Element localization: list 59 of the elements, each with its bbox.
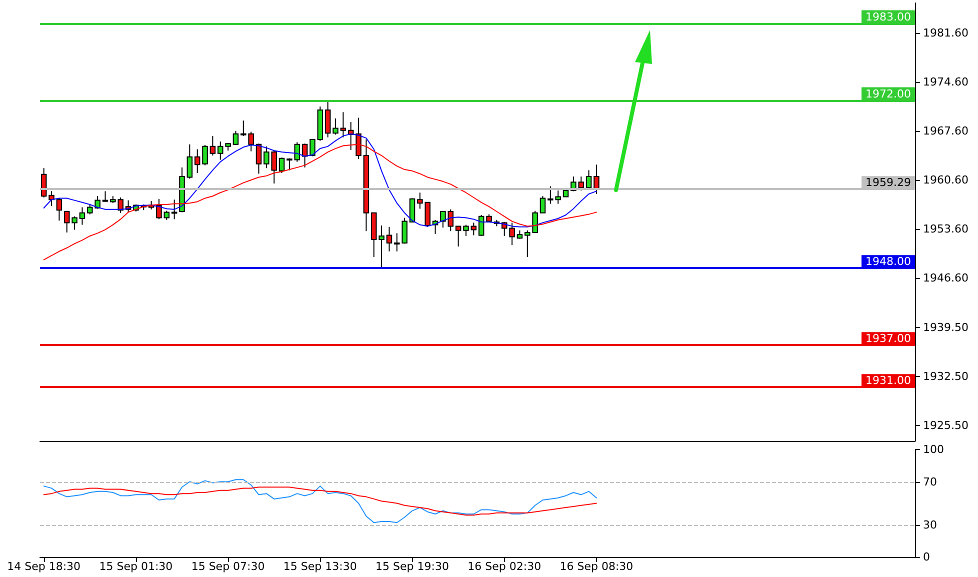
ref-line-label: 1937.00	[866, 332, 911, 346]
candlestick	[56, 198, 62, 222]
candlestick	[194, 148, 200, 174]
candlestick	[332, 118, 338, 136]
candlestick	[463, 224, 469, 236]
x-tick-label: 15 Sep 01:30	[99, 560, 173, 573]
candlestick	[79, 206, 86, 226]
candlestick	[409, 198, 416, 222]
y-tick-label: 70	[923, 475, 937, 488]
candlestick	[586, 170, 592, 189]
candlestick	[470, 222, 477, 236]
candlestick	[72, 216, 78, 230]
candlestick	[540, 196, 546, 214]
candlestick	[156, 198, 162, 220]
candlestick	[48, 190, 54, 206]
candlestick	[278, 157, 285, 174]
y-tick-label: 1981.60	[923, 26, 968, 40]
candlestick	[594, 164, 600, 195]
line-series	[43, 479, 597, 524]
x-tick-label: 16 Sep 08:30	[560, 560, 634, 573]
y-tick-label: 1925.50	[923, 419, 968, 432]
y-tick-label: 1946.60	[923, 271, 968, 284]
candlestick	[186, 144, 193, 180]
candlestick	[324, 101, 331, 138]
candlestick	[210, 135, 216, 156]
candlestick	[102, 190, 108, 202]
x-tick-label: 15 Sep 07:30	[191, 560, 265, 573]
y-tick-label: 1953.60	[923, 222, 968, 236]
ref-line-label: 1972.00	[866, 87, 911, 100]
candlestick	[386, 226, 392, 252]
candlestick	[64, 210, 70, 233]
candlestick	[455, 226, 462, 247]
ref-line-label: 1931.00	[866, 374, 911, 388]
candlestick	[478, 214, 484, 236]
y-tick-label: 0	[923, 550, 930, 564]
ref-line-label: 1959.29	[866, 176, 911, 190]
candlestick	[440, 211, 446, 228]
y-tick-label: 1967.60	[923, 124, 968, 138]
candlestick	[356, 117, 362, 160]
x-tick-label: 15 Sep 19:30	[376, 560, 449, 573]
candlestick	[202, 144, 208, 166]
x-tick-label: 15 Sep 13:30	[283, 560, 357, 573]
ref-line-label: 1948.00	[866, 255, 911, 268]
candlestick	[171, 199, 178, 220]
candlestick	[256, 143, 262, 174]
ref-line-label: 1983.00	[866, 10, 911, 24]
y-tick-label: 1960.60	[923, 174, 968, 187]
y-tick-label: 100	[923, 443, 944, 456]
line-series	[43, 486, 597, 516]
x-tick-label: 16 Sep 02:30	[468, 560, 542, 573]
candlestick	[509, 222, 515, 246]
candlestick	[232, 130, 239, 146]
candlestick	[164, 210, 170, 220]
y-tick-label: 30	[923, 518, 937, 532]
y-tick-label: 1939.50	[923, 321, 968, 334]
y-tick-label: 1974.60	[923, 76, 968, 89]
x-tick-label: 14 Sep 18:30	[7, 560, 81, 573]
candlestick	[340, 112, 346, 138]
y-tick-label: 1932.50	[923, 370, 968, 384]
